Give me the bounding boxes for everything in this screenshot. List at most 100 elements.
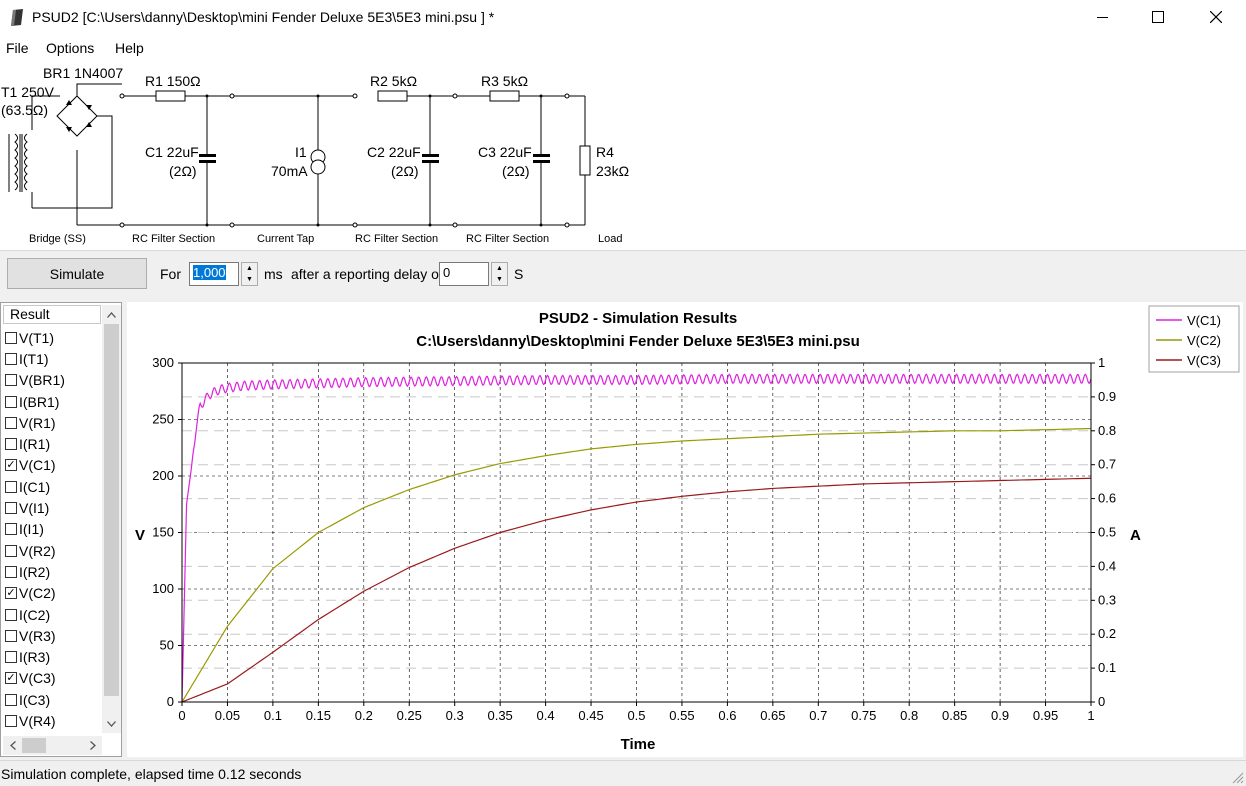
result-item[interactable]: V(R2) [5, 540, 101, 561]
checkbox[interactable] [5, 395, 17, 408]
result-item[interactable]: I(BR1) [5, 391, 101, 412]
result-item-label: V(BR1) [19, 372, 65, 389]
y2-tick-label: 0.8 [1098, 423, 1116, 438]
delay-field[interactable]: 0 [439, 262, 489, 286]
x-tick-label: 0.3 [446, 708, 464, 723]
result-item-label: I(T1) [19, 350, 49, 367]
checkbox-checked[interactable]: ✓ [5, 672, 17, 685]
ms-label: ms [264, 266, 283, 282]
circuit-diagram[interactable]: BR1 1N4007 T1 250V (63.5Ω) R1 150Ω C1 22… [0, 60, 1246, 251]
result-item-label: I(C3) [19, 691, 51, 708]
result-item[interactable]: ✓ V(C2) [5, 583, 101, 604]
y-tick-label: 300 [152, 355, 174, 370]
series-line-vc3 [181, 477, 1092, 703]
vertical-scrollbar[interactable] [102, 305, 121, 733]
y2-tick-label: 0.6 [1098, 491, 1116, 506]
checkbox[interactable] [5, 480, 17, 493]
horizontal-scrollbar[interactable] [3, 736, 102, 755]
label-c2: C2 22uF [367, 144, 421, 160]
scroll-thumb[interactable] [104, 324, 119, 696]
y-tick-label: 100 [152, 581, 174, 596]
after-delay-label: after a reporting delay of [291, 266, 443, 282]
y-axis-label: V [135, 527, 145, 544]
y2-tick-label: 1 [1098, 355, 1105, 370]
close-button[interactable] [1193, 0, 1239, 34]
menu-help[interactable]: Help [115, 40, 144, 56]
series-line-vc2 [181, 427, 1092, 703]
checkbox[interactable] [5, 629, 17, 642]
duration-field[interactable]: 1,000 [189, 262, 239, 286]
result-item-label: I(C1) [19, 478, 51, 495]
label-i1-val: 70mA [271, 163, 308, 179]
result-item[interactable]: I(R3) [5, 646, 101, 667]
checkbox[interactable] [5, 544, 17, 557]
label-c2-esr: (2Ω) [391, 163, 419, 179]
checkbox[interactable] [5, 438, 17, 451]
x-tick-label: 0.9 [991, 708, 1009, 723]
checkbox[interactable] [5, 331, 17, 344]
result-item[interactable]: I(C1) [5, 476, 101, 497]
scroll-left-icon[interactable] [3, 736, 22, 755]
duration-spinner[interactable]: ▲ ▼ [241, 262, 258, 286]
result-item[interactable]: V(R4) [5, 710, 101, 731]
result-item[interactable]: ✓ V(C3) [5, 668, 101, 689]
checkbox[interactable] [5, 352, 17, 365]
checkbox[interactable] [5, 651, 17, 664]
scroll-right-icon[interactable] [83, 736, 102, 755]
label-r1: R1 150Ω [145, 73, 201, 89]
delay-spinner[interactable]: ▲ ▼ [491, 262, 508, 286]
checkbox[interactable] [5, 374, 17, 387]
minimize-icon [1096, 16, 1108, 18]
result-column-header[interactable]: Result [3, 305, 101, 324]
label-r2: R2 5kΩ [370, 73, 418, 89]
result-item[interactable]: I(C2) [5, 604, 101, 625]
status-bar: Simulation complete, elapsed time 0.12 s… [0, 760, 1246, 786]
close-icon [1210, 11, 1222, 23]
menu-options[interactable]: Options [46, 40, 95, 56]
simulation-toolbar: Simulate For 1,000 ▲ ▼ ms after a report… [0, 251, 1246, 297]
result-item-label: V(I1) [19, 500, 50, 517]
maximize-button[interactable] [1135, 0, 1181, 34]
result-item[interactable]: V(BR1) [5, 370, 101, 391]
x-tick-label: 0.75 [851, 708, 876, 723]
checkbox[interactable] [5, 565, 17, 578]
result-item[interactable]: V(T1) [5, 327, 101, 348]
minimize-button[interactable] [1079, 0, 1125, 34]
scroll-down-icon[interactable] [102, 714, 121, 733]
circuit-schematic [8, 83, 591, 228]
checkbox[interactable] [5, 608, 17, 621]
result-item[interactable]: ✓ V(C1) [5, 455, 101, 476]
checkbox[interactable] [5, 416, 17, 429]
menu-file[interactable]: File [6, 40, 29, 56]
result-item[interactable]: I(C3) [5, 689, 101, 710]
resize-grip-icon[interactable] [1232, 772, 1244, 784]
plot-frame [181, 362, 1092, 703]
checkbox[interactable] [5, 714, 17, 727]
x-tick-label: 0.7 [809, 708, 827, 723]
result-item[interactable]: I(R1) [5, 433, 101, 454]
checkbox-checked[interactable]: ✓ [5, 459, 17, 472]
h-scroll-thumb[interactable] [22, 738, 46, 753]
simulation-chart[interactable]: PSUD2 - Simulation Results C:\Users\dann… [127, 302, 1243, 757]
spin-down-icon: ▼ [246, 276, 253, 283]
scroll-up-icon[interactable] [102, 305, 121, 324]
checkbox[interactable] [5, 693, 17, 706]
result-item[interactable]: I(I1) [5, 519, 101, 540]
checkbox[interactable] [5, 523, 17, 536]
simulate-button[interactable]: Simulate [7, 258, 147, 289]
section-rc-2: RC Filter Section [355, 233, 439, 245]
checkbox[interactable] [5, 502, 17, 515]
result-item[interactable]: V(I1) [5, 497, 101, 518]
result-item[interactable]: I(R2) [5, 561, 101, 582]
result-item[interactable]: I(T1) [5, 348, 101, 369]
section-rc-3: RC Filter Section [466, 233, 550, 245]
spin-up-icon: ▲ [496, 265, 503, 272]
title-bar: PSUD2 [C:\Users\danny\Desktop\mini Fende… [0, 0, 1246, 36]
result-item[interactable]: V(R3) [5, 625, 101, 646]
result-item[interactable]: V(R1) [5, 412, 101, 433]
label-t1-r: (63.5Ω) [1, 102, 49, 118]
checkbox-checked[interactable]: ✓ [5, 587, 17, 600]
label-c3-esr: (2Ω) [502, 163, 530, 179]
result-item-label: I(C2) [19, 606, 51, 623]
y2-axis-label: A [1130, 527, 1141, 544]
